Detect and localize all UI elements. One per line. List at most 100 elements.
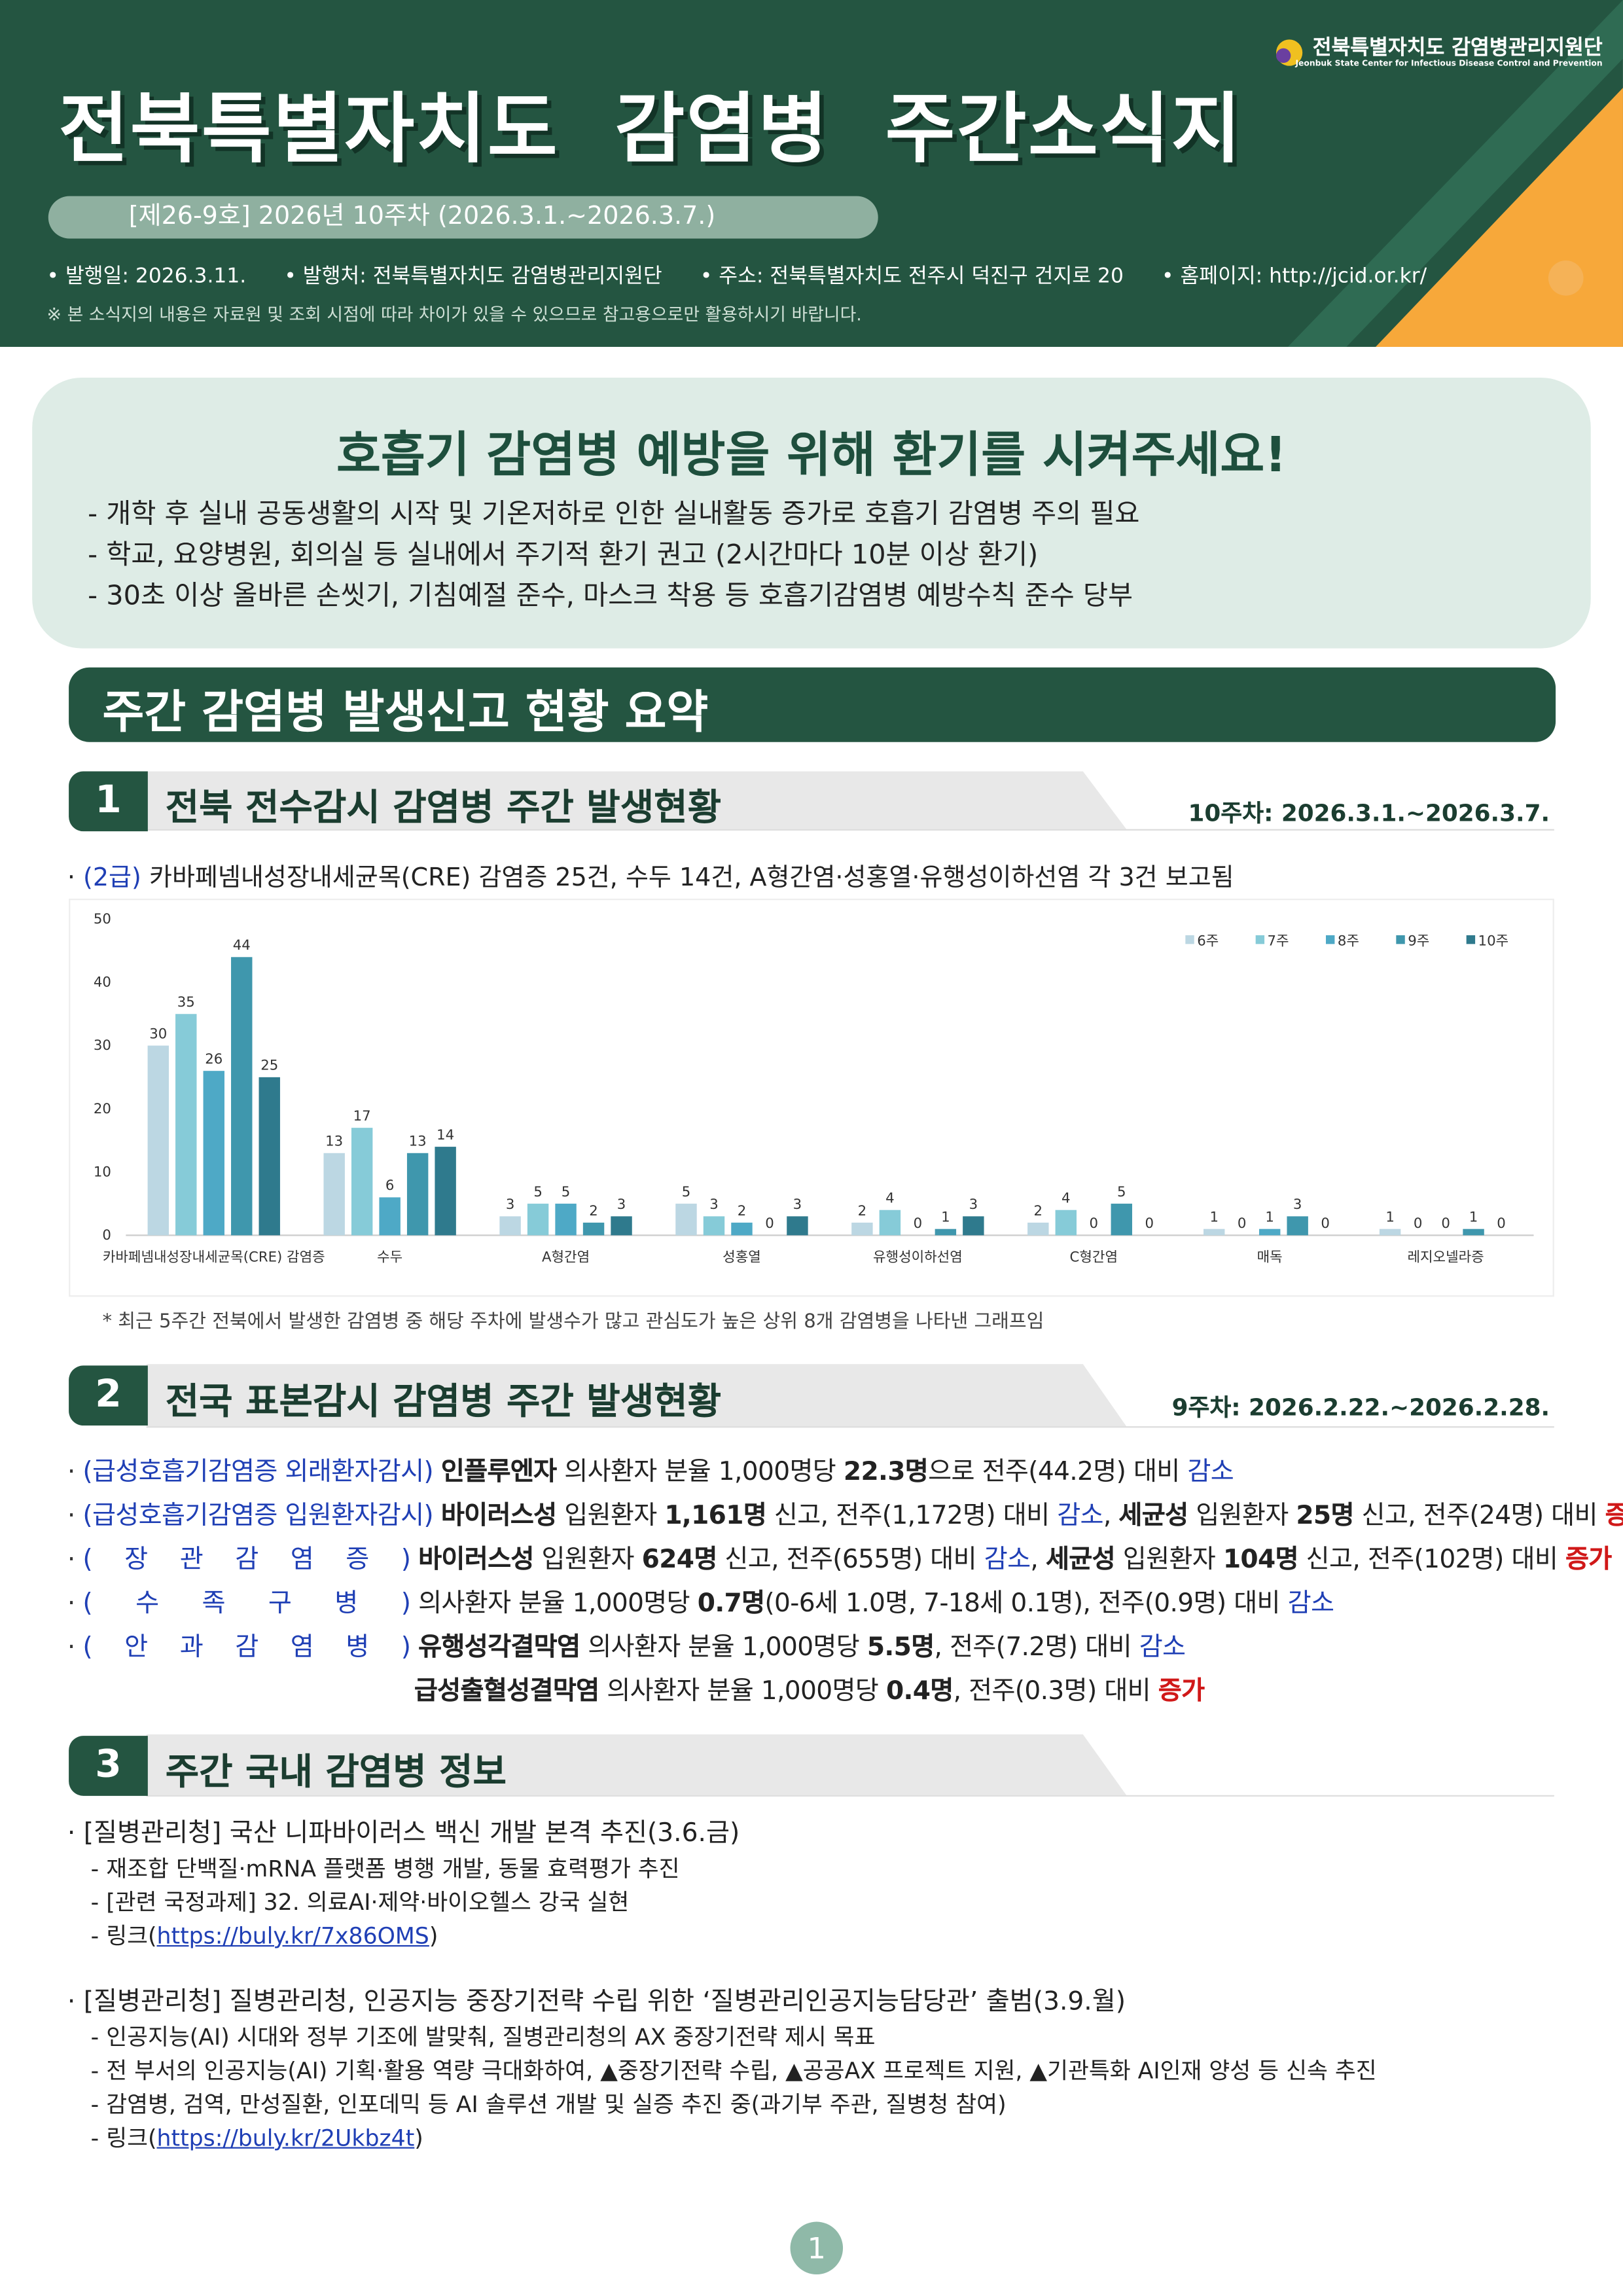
value-label: 0 (1145, 1215, 1154, 1232)
legend-label: 6주 (1197, 933, 1219, 950)
value-label: 1 (1469, 1210, 1478, 1226)
text-run: 바이러스성 (418, 1545, 534, 1575)
bar (406, 1153, 429, 1236)
report-line: ( 안 과 감 염 병 ) 유행성각결막염 의사환자 분율 1,000명당 5.… (67, 1628, 1186, 1664)
text-run: (급성호흡기감염증 입원환자감시) (82, 1501, 434, 1532)
text-run: 재조합 단백질·mRNA 플랫폼 병행 개발, 동물 효력평가 추진 (106, 1856, 680, 1882)
report-line: (급성호흡기감염증 입원환자감시) 바이러스성 입원환자 1,161명 신고, … (67, 1496, 1623, 1532)
legend-swatch (1255, 935, 1265, 944)
text-run: 전 부서의 인공지능(AI) 기획·활용 역량 극대화하여, ▲중장기전략 수립… (106, 2058, 1377, 2085)
text-run: , (1030, 1545, 1046, 1575)
text-run: 5.5명 (866, 1633, 935, 1663)
text-run: 22.3명 (843, 1458, 929, 1487)
bar (787, 1216, 808, 1236)
news-item: 감염병, 검역, 만성질환, 인포데믹 등 AI 솔루션 개발 및 실증 추진 … (91, 2087, 1007, 2119)
x-tick-label: 성홍열 (722, 1249, 761, 1266)
value-label: 1 (1385, 1210, 1395, 1226)
summary-bar (69, 667, 1556, 742)
text-run: , 전주(7.2명) 대비 (934, 1633, 1139, 1663)
legend-swatch (1396, 935, 1405, 944)
value-label: 1 (1265, 1210, 1274, 1226)
text-run: 감염병, 검역, 만성질환, 인포데믹 등 AI 솔루션 개발 및 실증 추진 … (106, 2091, 1007, 2118)
value-label: 3 (506, 1196, 515, 1213)
text-run: , (1103, 1501, 1119, 1532)
value-label: 5 (1117, 1184, 1126, 1200)
value-label: 30 (149, 1026, 167, 1042)
value-label: 13 (409, 1134, 427, 1150)
section-number: 3 (69, 1736, 148, 1796)
value-label: 17 (353, 1108, 371, 1124)
text-run: ( 장 관 감 염 증 ) (82, 1545, 411, 1575)
legend-swatch (1466, 935, 1476, 944)
value-label: 3 (793, 1196, 802, 1213)
section-number: 2 (69, 1365, 148, 1426)
value-label: 5 (562, 1184, 571, 1200)
info-item: 홈페이지: http://jcid.or.kr/ (1162, 260, 1427, 290)
x-tick-label: C형간염 (1070, 1249, 1118, 1266)
text-run: 입원환자 (533, 1545, 642, 1575)
value-label: 3 (617, 1196, 626, 1213)
bar (1055, 1210, 1077, 1236)
value-label: 3 (1293, 1196, 1302, 1213)
text-run: ) (429, 1923, 438, 1950)
text-run: 신고, 전주(24명) 대비 (1353, 1501, 1605, 1532)
y-tick-label: 10 (94, 1164, 111, 1180)
x-tick-label: 수두 (377, 1249, 402, 1266)
news-item: 인공지능(AI) 시대와 정부 기조에 발맞춰, 질병관리청의 AX 중장기전략… (91, 2020, 876, 2052)
text-run: 유행성각결막염 (418, 1633, 580, 1663)
section-number: 1 (69, 771, 148, 832)
y-tick-label: 0 (102, 1227, 111, 1244)
legend-label: 10주 (1478, 933, 1509, 950)
info-item: 발행일: 2026.3.11. (47, 260, 247, 290)
news-item: 전 부서의 인공지능(AI) 기획·활용 역량 극대화하여, ▲중장기전략 수립… (91, 2053, 1377, 2085)
banner-item: 개학 후 실내 공동생활의 시작 및 기온저하로 인한 실내활동 증가로 호흡기… (88, 493, 1139, 531)
text-run: [관련 국정과제] 32. 의료AI·제약·바이오헬스 강국 실현 (106, 1889, 630, 1916)
text-run (433, 1458, 441, 1487)
bar (323, 1153, 345, 1236)
bar (555, 1204, 577, 1236)
report-line: ( 수 족 구 병 ) 의사환자 분율 1,000명당 0.7명(0-6세 1.… (67, 1584, 1334, 1621)
x-tick-label: A형간염 (542, 1249, 590, 1266)
title: 전북특별자치도 감염병 주간소식지 (58, 86, 1243, 175)
text-run: (2급) (83, 863, 141, 893)
value-label: 14 (437, 1127, 454, 1143)
report-line: ( 장 관 감 염 증 ) 바이러스성 입원환자 624명 신고, 전주(655… (67, 1539, 1612, 1576)
value-label: 5 (682, 1184, 691, 1200)
text-run: https://buly.kr/7x86OMS (156, 1923, 429, 1950)
summary-title: 주간 감염병 발생신고 현황 요약 (102, 686, 709, 740)
bar (379, 1197, 401, 1236)
bar (435, 1147, 456, 1236)
news-head: [질병관리청] 질병관리청, 인공지능 중장기전략 수립 위한 ‘질병관리인공지… (67, 1982, 1126, 2018)
legend-swatch (1185, 935, 1194, 944)
text-run: (급성호흡기감염증 외래환자감시) (82, 1458, 434, 1487)
text-run: 신고, 전주(655명) 대비 (717, 1545, 984, 1575)
value-label: 5 (533, 1184, 543, 1200)
text-run: 25명 (1296, 1501, 1354, 1532)
value-label: 26 (205, 1051, 223, 1067)
info-line: 발행일: 2026.3.11. 발행처: 전북특별자치도 감염병관리지원단 주소… (47, 260, 1427, 290)
bar (731, 1223, 753, 1236)
value-label: 1 (941, 1210, 950, 1226)
value-label: 25 (260, 1058, 278, 1074)
bar (1379, 1229, 1401, 1236)
text-run: 세균성 (1118, 1501, 1188, 1532)
banner-item: 학교, 요양병원, 회의실 등 실내에서 주기적 환기 권고 (2시간마다 10… (88, 534, 1038, 572)
value-label: 3 (969, 1196, 978, 1213)
text-run: 바이러스성 (440, 1501, 557, 1532)
bar (147, 1045, 169, 1236)
x-tick-label: 매독 (1257, 1249, 1283, 1266)
text-run: 카바페넴내성장내세균목(CRE) 감염증 25건, 수두 14건, A형간염·성… (141, 863, 1234, 893)
bar (935, 1229, 957, 1236)
text-run: 링크( (106, 1923, 157, 1950)
bar (1258, 1229, 1281, 1236)
text-run: 급성출혈성결막염 (414, 1677, 599, 1707)
text-run: 의사환자 분율 1,000명당 (580, 1633, 867, 1663)
text-run: 인공지능(AI) 시대와 정부 기조에 발맞춰, 질병관리청의 AX 중장기전략… (106, 2024, 876, 2051)
news-item: [관련 국정과제] 32. 의료AI·제약·바이오헬스 강국 실현 (91, 1885, 630, 1917)
banner-item: 30초 이상 올바른 손씻기, 기침예절 준수, 마스크 착용 등 호흡기감염병… (88, 575, 1133, 613)
bar (259, 1077, 280, 1236)
